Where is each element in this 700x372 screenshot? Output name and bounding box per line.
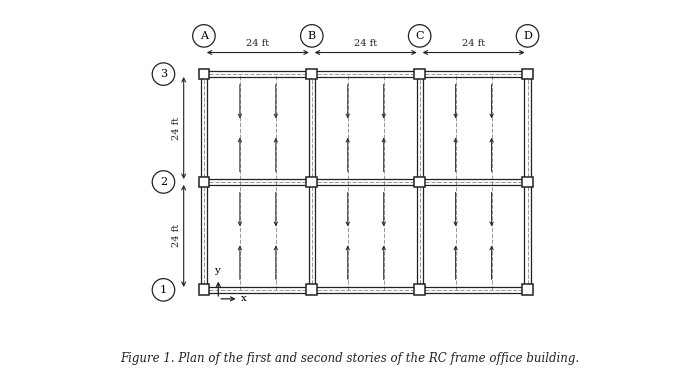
Circle shape — [408, 25, 431, 47]
Text: 24 ft: 24 ft — [246, 39, 270, 48]
Text: Figure 1. Plan of the first and second stories of the RC frame office building.: Figure 1. Plan of the first and second s… — [120, 352, 580, 365]
FancyBboxPatch shape — [522, 69, 533, 80]
FancyBboxPatch shape — [522, 177, 533, 187]
Text: D: D — [523, 31, 532, 41]
Text: C: C — [415, 31, 424, 41]
Text: 24 ft: 24 ft — [172, 224, 181, 247]
FancyBboxPatch shape — [199, 285, 209, 295]
FancyBboxPatch shape — [414, 177, 425, 187]
Text: 24 ft: 24 ft — [354, 39, 377, 48]
FancyBboxPatch shape — [522, 285, 533, 295]
Circle shape — [517, 25, 539, 47]
FancyBboxPatch shape — [307, 177, 317, 187]
Text: 24 ft: 24 ft — [462, 39, 485, 48]
Circle shape — [193, 25, 215, 47]
Text: A: A — [200, 31, 208, 41]
Text: y: y — [214, 266, 220, 275]
Text: 2: 2 — [160, 177, 167, 187]
Circle shape — [152, 63, 175, 85]
Text: 1: 1 — [160, 285, 167, 295]
FancyBboxPatch shape — [414, 69, 425, 80]
Text: 3: 3 — [160, 69, 167, 79]
Text: 24 ft: 24 ft — [172, 116, 181, 140]
FancyBboxPatch shape — [199, 177, 209, 187]
Circle shape — [300, 25, 323, 47]
Text: B: B — [308, 31, 316, 41]
FancyBboxPatch shape — [199, 69, 209, 80]
Text: x: x — [241, 294, 246, 303]
FancyBboxPatch shape — [307, 69, 317, 80]
FancyBboxPatch shape — [414, 285, 425, 295]
FancyBboxPatch shape — [307, 285, 317, 295]
Circle shape — [152, 279, 175, 301]
Circle shape — [152, 171, 175, 193]
